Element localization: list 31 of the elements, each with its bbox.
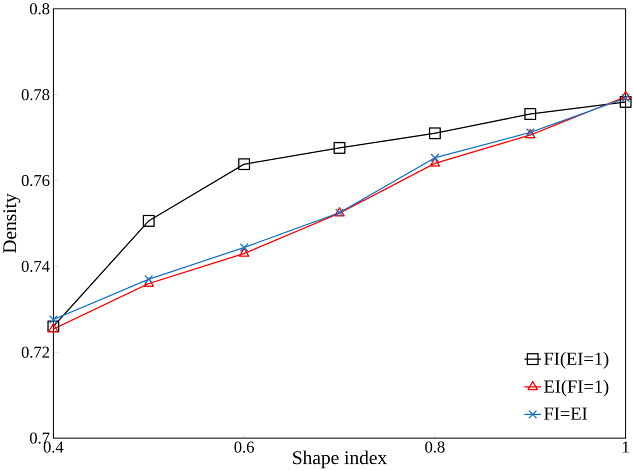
legend-label: EI(FI=1) (544, 380, 608, 396)
legend-label: FI=EI (544, 407, 588, 420)
point (430, 157, 440, 166)
x-axis-title: Shape index (293, 450, 387, 468)
y-tick-label: 0.78 (22, 88, 50, 100)
point (238, 158, 250, 170)
point (142, 214, 155, 227)
x-tick-label: 0.6 (234, 441, 254, 452)
legend-label: FI(EI=1) (544, 352, 608, 368)
point (48, 322, 59, 332)
point (428, 127, 441, 140)
point (334, 142, 346, 154)
y-tick-label: 0.74 (22, 260, 50, 272)
y-tick-label: 0.7 (30, 432, 50, 444)
point (240, 242, 249, 252)
x-tick-label: 1 (622, 441, 629, 452)
point (430, 153, 440, 162)
point (620, 96, 632, 108)
point (143, 277, 154, 287)
y-tick-label: 0.76 (22, 174, 50, 186)
point (238, 247, 250, 257)
y-tick-label: 0.8 (30, 3, 50, 14)
y-axis-title: Density (3, 193, 20, 253)
point (48, 314, 58, 324)
point (620, 90, 631, 100)
y-tick-label: 0.72 (22, 346, 50, 358)
point (144, 274, 154, 284)
point (524, 108, 536, 120)
x-tick-label: 0.8 (425, 441, 445, 452)
x-tick-label: 0.4 (44, 441, 64, 452)
point (621, 93, 630, 102)
